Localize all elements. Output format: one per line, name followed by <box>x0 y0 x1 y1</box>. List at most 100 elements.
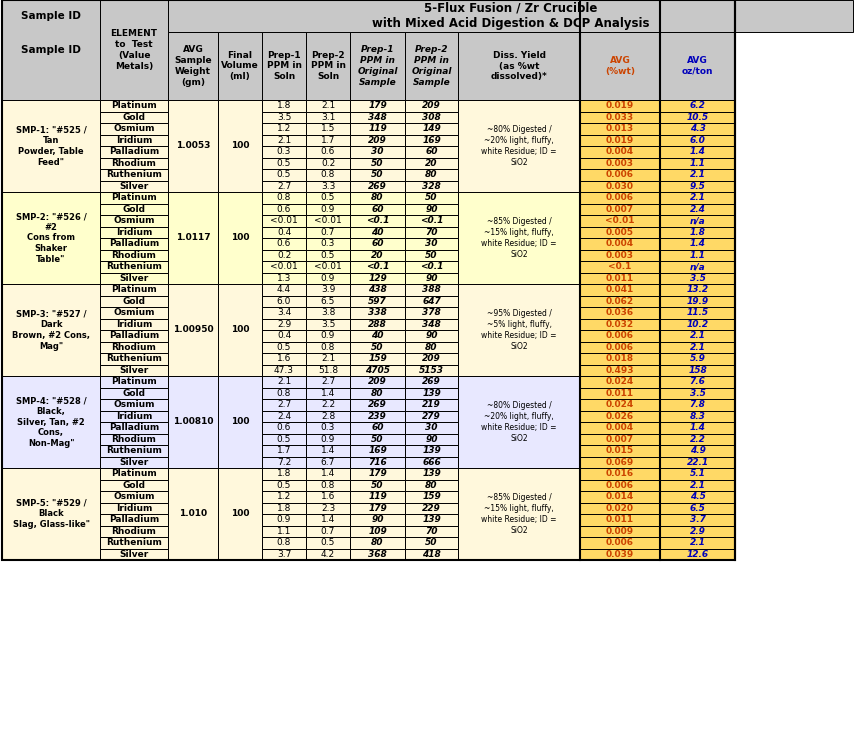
Text: 0.8: 0.8 <box>321 170 335 180</box>
Text: 119: 119 <box>369 124 386 134</box>
Bar <box>262 422 306 434</box>
Bar <box>660 364 735 376</box>
Bar <box>100 480 168 491</box>
Bar <box>580 434 660 445</box>
Bar <box>660 192 735 204</box>
Text: <0.01: <0.01 <box>270 262 298 272</box>
Bar <box>100 353 168 364</box>
Bar <box>350 468 405 480</box>
Bar <box>262 261 306 272</box>
Text: 159: 159 <box>422 492 441 502</box>
Bar <box>458 284 580 376</box>
Text: 0.006: 0.006 <box>606 193 634 202</box>
Bar <box>350 364 405 376</box>
Bar <box>405 445 458 456</box>
Text: 0.6: 0.6 <box>277 239 292 248</box>
Bar <box>350 215 405 226</box>
Text: 139: 139 <box>422 469 441 478</box>
Text: Sample ID: Sample ID <box>21 45 81 55</box>
Bar <box>458 376 580 468</box>
Bar <box>100 146 168 158</box>
Bar <box>350 502 405 514</box>
Bar <box>100 238 168 250</box>
Bar <box>262 514 306 526</box>
Text: 100: 100 <box>231 510 250 518</box>
Text: 0.5: 0.5 <box>321 193 335 202</box>
Text: 1.2: 1.2 <box>277 492 291 502</box>
Text: 0.8: 0.8 <box>277 389 292 398</box>
Text: 0.016: 0.016 <box>606 469 634 478</box>
Bar <box>350 434 405 445</box>
Bar <box>350 514 405 526</box>
Text: 1.3: 1.3 <box>277 274 292 283</box>
Bar <box>580 215 660 226</box>
Bar <box>262 330 306 342</box>
Text: 2.9: 2.9 <box>277 320 291 328</box>
Bar <box>262 146 306 158</box>
Bar <box>405 376 458 388</box>
Text: 0.004: 0.004 <box>606 147 634 156</box>
Bar <box>660 169 735 180</box>
Text: 209: 209 <box>422 101 441 110</box>
Bar <box>262 134 306 146</box>
Bar <box>306 537 350 548</box>
Text: 11.5: 11.5 <box>687 308 709 318</box>
Text: 9.5: 9.5 <box>690 182 705 191</box>
Bar <box>2 100 100 192</box>
Bar <box>350 296 405 307</box>
Text: 5153: 5153 <box>419 366 444 374</box>
Text: 10.2: 10.2 <box>687 320 709 328</box>
Text: 597: 597 <box>369 297 386 306</box>
Bar <box>580 226 660 238</box>
Bar <box>306 399 350 410</box>
Text: ~80% Digested /
~20% light, fluffy,
white Residue; ID =
SiO2: ~80% Digested / ~20% light, fluffy, whit… <box>481 126 557 166</box>
Bar <box>2 192 100 284</box>
Bar <box>350 445 405 456</box>
Bar <box>405 318 458 330</box>
Text: 179: 179 <box>369 101 386 110</box>
Bar <box>580 158 660 169</box>
Bar <box>350 284 405 296</box>
Bar <box>306 100 350 112</box>
Bar <box>405 112 458 123</box>
Bar <box>306 330 350 342</box>
Text: 20: 20 <box>425 158 438 168</box>
Bar <box>580 318 660 330</box>
Text: 80: 80 <box>371 538 384 548</box>
Bar <box>100 388 168 399</box>
Bar <box>262 502 306 514</box>
Text: 0.9: 0.9 <box>321 435 335 444</box>
Bar <box>350 491 405 502</box>
Bar <box>262 456 306 468</box>
Text: 3.5: 3.5 <box>321 320 335 328</box>
Text: 139: 139 <box>422 389 441 398</box>
Text: <0.01: <0.01 <box>314 262 342 272</box>
Bar <box>100 502 168 514</box>
Text: 716: 716 <box>369 458 386 466</box>
Text: 0.009: 0.009 <box>606 527 634 536</box>
Bar <box>306 272 350 284</box>
Bar <box>2 0 735 560</box>
Text: 60: 60 <box>371 204 384 214</box>
Text: 2.2: 2.2 <box>321 400 335 410</box>
Bar <box>350 526 405 537</box>
Bar <box>405 169 458 180</box>
Text: 0.014: 0.014 <box>606 492 634 502</box>
Text: 1.010: 1.010 <box>179 510 207 518</box>
Text: 50: 50 <box>371 158 384 168</box>
Bar <box>580 272 660 284</box>
Bar <box>262 250 306 261</box>
Text: 169: 169 <box>422 136 441 145</box>
Text: 51.8: 51.8 <box>318 366 338 374</box>
Bar <box>405 272 458 284</box>
Bar <box>306 491 350 502</box>
Bar <box>350 123 405 134</box>
Bar <box>262 468 306 480</box>
Text: Osmium: Osmium <box>113 308 155 318</box>
Bar <box>262 215 306 226</box>
Text: 2.7: 2.7 <box>277 400 291 410</box>
Text: 3.8: 3.8 <box>321 308 335 318</box>
Text: 2.1: 2.1 <box>321 101 335 110</box>
Text: 22.1: 22.1 <box>687 458 709 466</box>
Bar <box>458 468 580 560</box>
